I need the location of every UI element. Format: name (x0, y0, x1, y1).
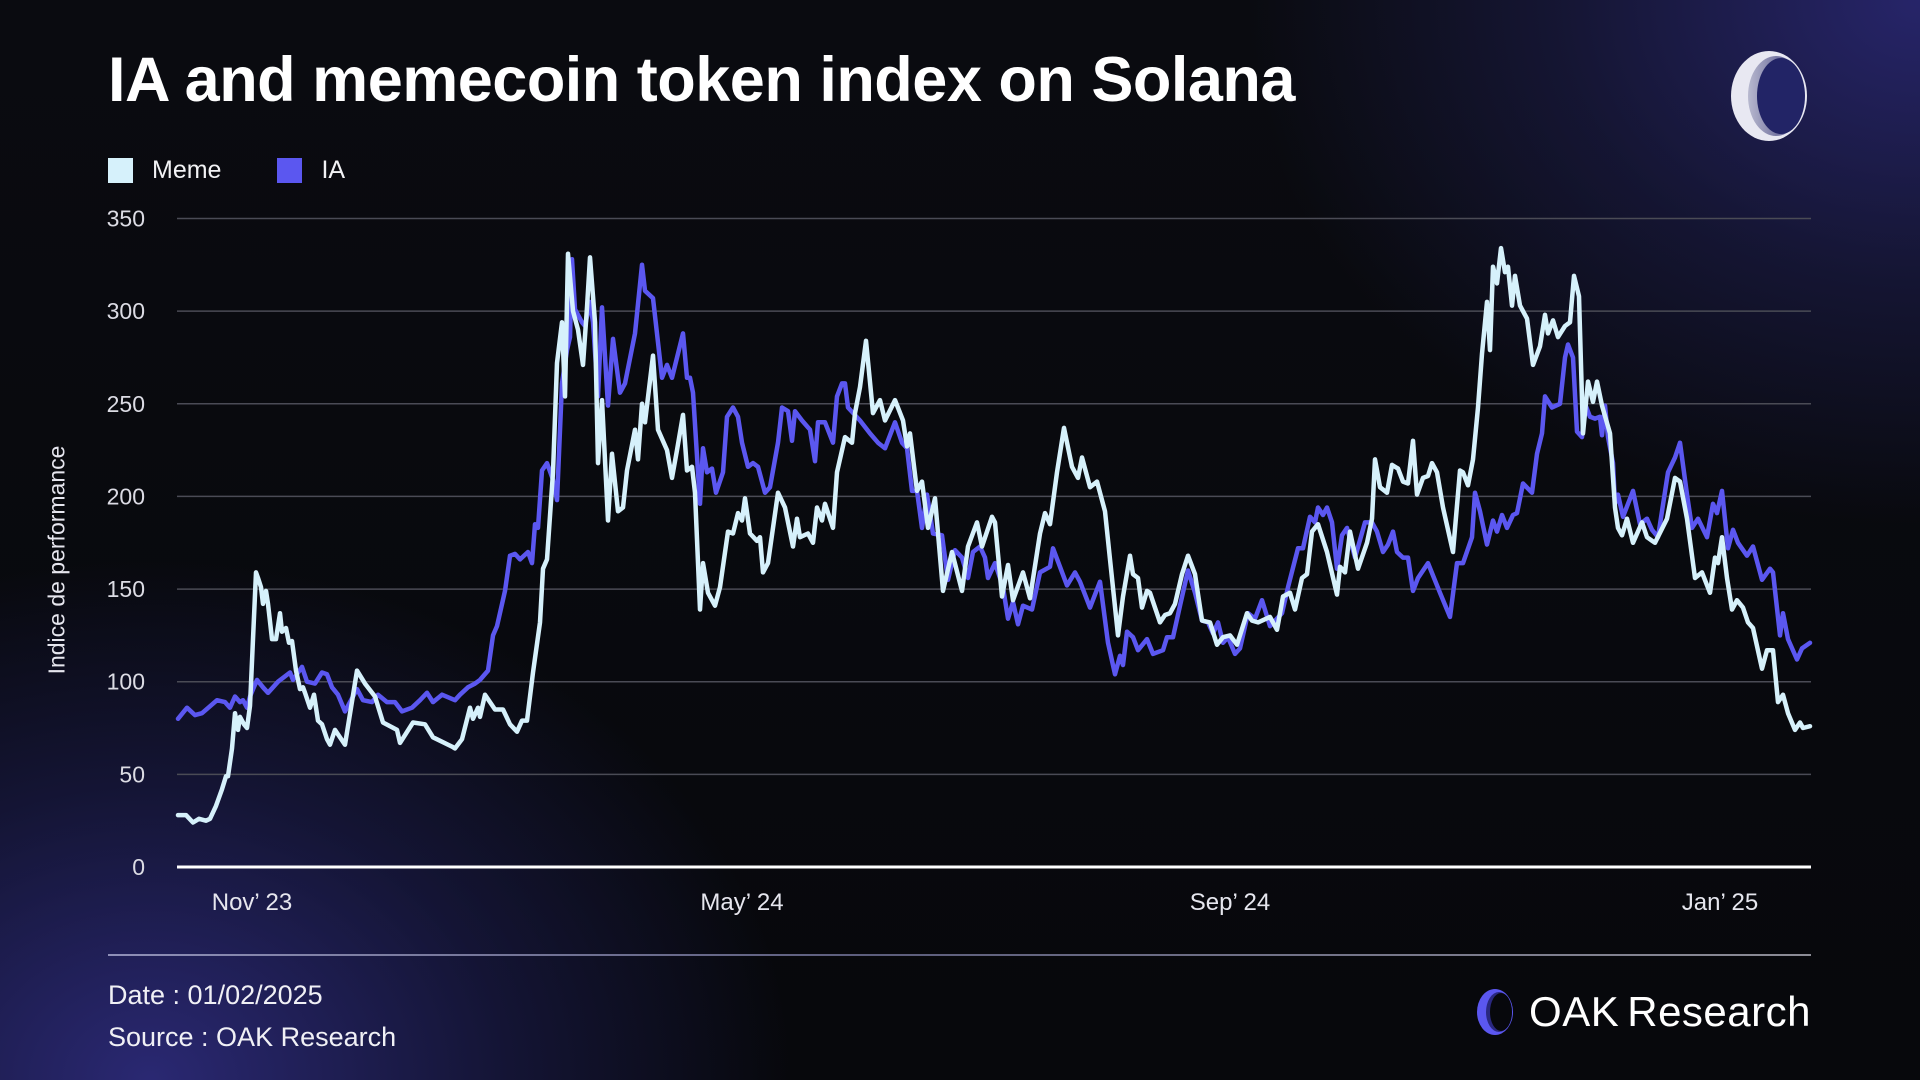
y-tick-label: 200 (107, 483, 145, 509)
brand-logo: OAK Research (1475, 987, 1811, 1037)
y-tick-label: 100 (107, 669, 145, 695)
y-tick-label: 250 (107, 391, 145, 417)
footer-divider (108, 954, 1811, 956)
y-tick-label: 150 (107, 576, 145, 602)
chart-title: IA and memecoin token index on Solana (108, 45, 1295, 115)
legend: Meme IA (108, 156, 401, 185)
footer-date: Date : 01/02/2025 (108, 980, 323, 1010)
footer-source: Source : OAK Research (108, 1022, 397, 1052)
x-axis-ticks: Nov’ 23 May’ 24 Sep’ 24 Jan’ 25 (212, 889, 1758, 916)
legend-item-meme: Meme (108, 156, 221, 185)
x-tick-label: Sep’ 24 (1190, 889, 1271, 916)
y-tick-label: 0 (132, 854, 145, 880)
x-tick-label: May’ 24 (700, 889, 783, 916)
brand-name-research: Research (1627, 988, 1811, 1035)
gridlines (177, 217, 1811, 776)
legend-label-ia: IA (321, 156, 346, 184)
meme-swatch-icon (108, 158, 133, 183)
legend-label-meme: Meme (152, 156, 222, 184)
x-tick-label: Nov’ 23 (212, 889, 292, 916)
oak-ring-icon (1477, 989, 1514, 1035)
y-axis-ticks: 0 50 100 150 200 250 300 350 (107, 206, 145, 881)
y-tick-label: 300 (107, 298, 145, 324)
brand-name-oak: OAK (1529, 988, 1620, 1035)
ia-swatch-icon (277, 158, 303, 183)
oak-logo-icon (1731, 51, 1807, 141)
series-line-meme (175, 245, 1813, 825)
series-lines (175, 245, 1813, 825)
y-tick-label: 350 (107, 206, 145, 232)
series-line-ia (175, 257, 1813, 722)
legend-item-ia: IA (277, 156, 345, 185)
x-tick-label: Jan’ 25 (1682, 889, 1759, 916)
y-tick-label: 50 (119, 761, 145, 787)
